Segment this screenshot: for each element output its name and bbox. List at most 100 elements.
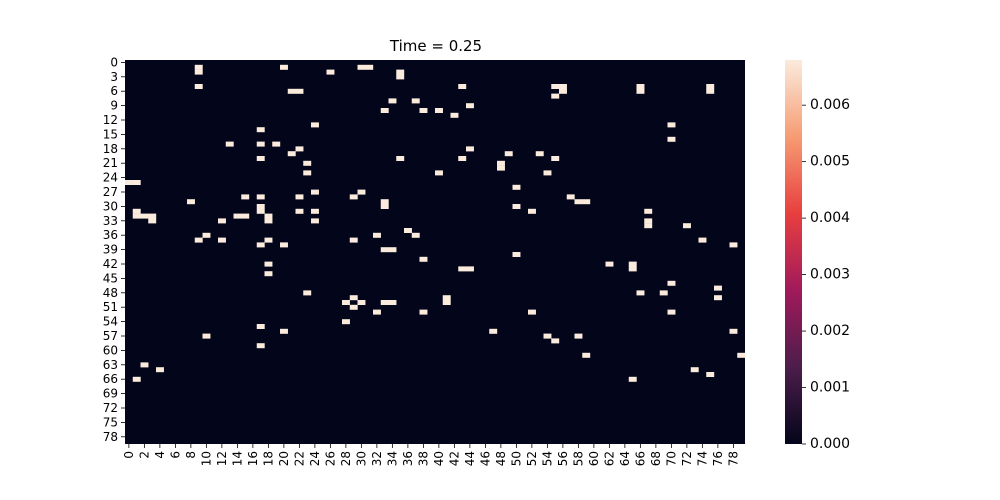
y-tick-label: 51 <box>103 300 118 314</box>
y-axis-ticks: 0369121518212427303336394245485154576063… <box>103 55 125 444</box>
x-tick-label: 8 <box>184 451 198 459</box>
heatmap-cell <box>256 141 265 147</box>
heatmap-cell <box>543 170 552 176</box>
x-tick-label: 38 <box>416 451 430 466</box>
heatmap-cell <box>466 266 474 272</box>
heatmap-cell <box>194 84 203 89</box>
heatmap-cell <box>706 372 715 377</box>
heatmap-cell <box>628 266 637 272</box>
heatmap-cell <box>349 194 358 200</box>
x-tick-label: 76 <box>711 451 725 466</box>
heatmap-cell <box>419 256 428 262</box>
heatmap-cell <box>435 108 443 113</box>
heatmap-cell <box>125 180 133 185</box>
heatmap-cell <box>497 165 505 171</box>
heatmap-cell <box>566 194 575 200</box>
heatmap-cell <box>357 64 366 70</box>
heatmap-cell <box>256 208 265 214</box>
heatmap-cell <box>194 237 203 243</box>
heatmap-cell <box>458 266 467 272</box>
heatmap-cell <box>233 213 242 219</box>
x-tick-label: 2 <box>137 451 151 459</box>
heatmap-cell <box>256 343 265 349</box>
heatmap-cell <box>148 213 157 219</box>
heatmap-cell <box>551 93 560 99</box>
x-tick-label: 26 <box>323 451 337 466</box>
heatmap-cell <box>582 352 591 358</box>
chart-title: Time = 0.25 <box>389 37 482 55</box>
heatmap-cell <box>373 309 381 315</box>
heatmap-cell <box>628 261 637 267</box>
y-tick-label: 63 <box>103 358 118 372</box>
heatmap-cell <box>458 84 467 89</box>
heatmap-cell <box>202 333 211 339</box>
heatmap-cell <box>132 180 141 185</box>
x-tick-label: 56 <box>556 451 570 466</box>
heatmap-cell <box>357 300 366 305</box>
y-tick-label: 42 <box>103 257 118 271</box>
x-tick-label: 62 <box>602 451 616 466</box>
y-tick-label: 9 <box>110 99 118 113</box>
heatmap-cell <box>667 122 676 128</box>
heatmap-cell <box>644 223 653 229</box>
x-tick-label: 70 <box>664 451 678 466</box>
heatmap-cell <box>349 237 358 243</box>
y-tick-label: 36 <box>103 228 118 242</box>
heatmap-cell <box>256 324 265 329</box>
heatmap-cell <box>442 300 451 305</box>
heatmap-cell <box>373 232 381 238</box>
heatmap-cell <box>466 146 474 152</box>
y-tick-label: 0 <box>110 55 118 69</box>
heatmap-cell <box>551 156 560 161</box>
heatmap-cell <box>388 247 397 253</box>
heatmap-cell <box>419 309 428 315</box>
x-tick-label: 50 <box>509 451 523 466</box>
heatmap-cell <box>256 156 265 161</box>
heatmap-cell <box>667 309 676 315</box>
heatmap-cell <box>202 232 211 238</box>
y-tick-label: 75 <box>103 415 118 429</box>
heatmap-cell <box>512 204 521 209</box>
heatmap-cell <box>729 328 738 334</box>
y-tick-label: 78 <box>103 430 118 444</box>
heatmap-cell <box>411 232 420 238</box>
x-tick-label: 28 <box>339 451 353 466</box>
heatmap-cell <box>559 84 567 89</box>
heatmap-cell <box>380 108 389 113</box>
heatmap-cell <box>543 333 552 339</box>
y-tick-label: 60 <box>103 343 118 357</box>
heatmap-cell <box>380 204 389 209</box>
heatmap-cell <box>264 237 273 243</box>
heatmap-cell <box>303 170 312 176</box>
heatmap-cell <box>349 304 358 310</box>
y-tick-label: 39 <box>103 243 118 257</box>
y-tick-label: 21 <box>103 156 118 170</box>
heatmap-cell <box>311 208 319 214</box>
x-tick-label: 30 <box>354 451 368 466</box>
heatmap-cell <box>667 280 676 286</box>
x-tick-label: 44 <box>463 451 477 466</box>
heatmap-cell <box>349 295 358 301</box>
heatmap-cell <box>574 199 583 205</box>
heatmap-cell <box>326 69 335 75</box>
heatmap-cell <box>528 208 536 214</box>
x-tick-label: 72 <box>680 451 694 466</box>
x-tick-label: 24 <box>308 451 322 466</box>
x-tick-label: 4 <box>153 451 167 459</box>
heatmap-cell <box>256 204 265 209</box>
heatmap-cell <box>504 151 513 157</box>
heatmap-cell <box>256 242 265 248</box>
x-tick-label: 78 <box>726 451 740 466</box>
x-tick-label: 18 <box>261 451 275 466</box>
x-tick-label: 74 <box>695 451 709 466</box>
heatmap-cell <box>264 271 273 277</box>
y-tick-label: 45 <box>103 271 118 285</box>
y-tick-label: 3 <box>110 70 118 84</box>
colorbar-tick-label: 0.005 <box>810 154 850 170</box>
y-tick-label: 12 <box>103 113 118 127</box>
heatmap-cell <box>574 333 583 339</box>
heatmap-cell <box>737 352 746 358</box>
colorbar-tick-label: 0.003 <box>810 267 850 283</box>
heatmap-cell <box>419 108 428 113</box>
heatmap-cell <box>683 223 691 229</box>
